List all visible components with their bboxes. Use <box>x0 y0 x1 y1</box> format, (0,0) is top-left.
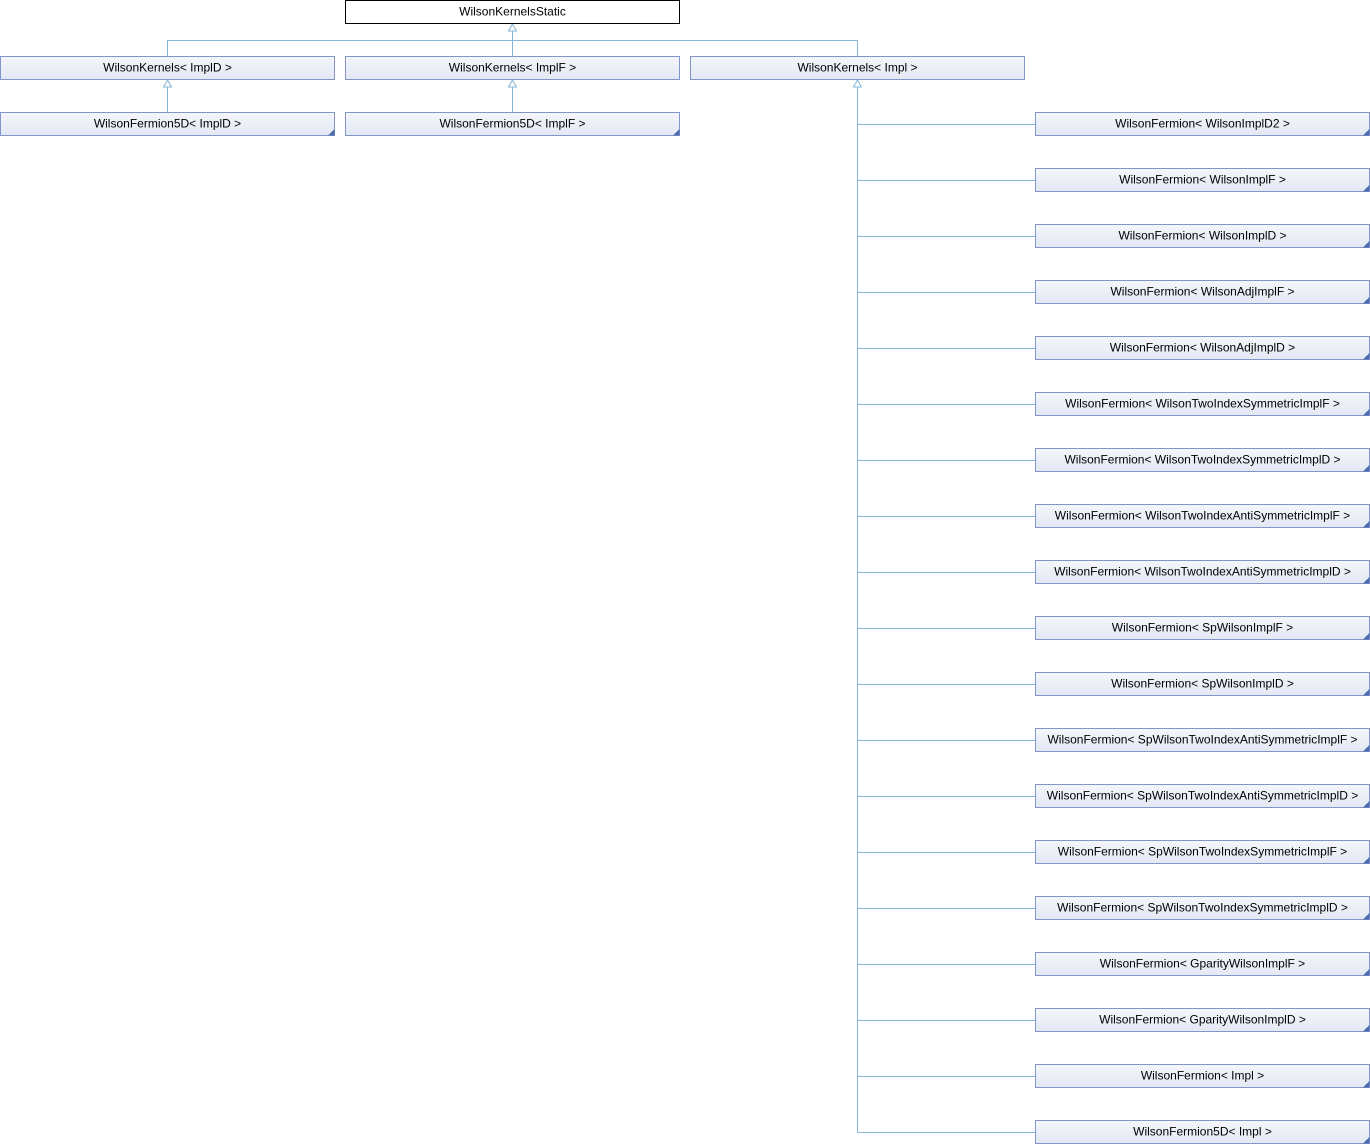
class-label[interactable]: WilsonFermion< WilsonImplD2 > <box>1115 117 1290 131</box>
class-label[interactable]: WilsonFermion< GparityWilsonImplD > <box>1099 1013 1306 1027</box>
arrow-head <box>852 78 863 88</box>
class-label[interactable]: WilsonFermion< SpWilsonImplF > <box>1112 621 1293 635</box>
class-box[interactable] <box>690 56 1025 80</box>
more-indicator <box>1363 185 1370 192</box>
more-indicator <box>1363 353 1370 360</box>
root-class-box <box>345 0 680 24</box>
class-label[interactable]: WilsonFermion< WilsonTwoIndexSymmetricIm… <box>1065 397 1340 411</box>
more-indicator <box>1363 633 1370 640</box>
class-box[interactable] <box>0 56 335 80</box>
more-indicator <box>1363 801 1370 808</box>
more-indicator <box>1363 577 1370 584</box>
more-indicator <box>1363 1137 1370 1144</box>
class-label[interactable]: WilsonFermion< WilsonAdjImplD > <box>1110 341 1295 355</box>
more-indicator <box>1363 857 1370 864</box>
class-label[interactable]: WilsonFermion< SpWilsonImplD > <box>1111 677 1294 691</box>
more-indicator <box>1363 913 1370 920</box>
class-label[interactable]: WilsonKernels< Impl > <box>797 61 917 75</box>
class-label[interactable]: WilsonFermion5D< ImplF > <box>439 117 585 131</box>
more-indicator <box>1363 297 1370 304</box>
class-label[interactable]: WilsonFermion< SpWilsonTwoIndexAntiSymme… <box>1047 733 1357 747</box>
class-label[interactable]: WilsonFermion< GparityWilsonImplF > <box>1100 957 1305 971</box>
class-label[interactable]: WilsonFermion< WilsonImplD > <box>1118 229 1286 243</box>
class-label: WilsonKernelsStatic <box>459 5 566 19</box>
arrow-head <box>162 78 173 88</box>
more-indicator <box>1363 409 1370 416</box>
class-box[interactable] <box>345 112 680 136</box>
class-label[interactable]: WilsonKernels< ImplD > <box>103 61 232 75</box>
class-label[interactable]: WilsonFermion< SpWilsonTwoIndexSymmetric… <box>1058 845 1347 859</box>
more-indicator <box>1363 689 1370 696</box>
class-box[interactable] <box>345 56 680 80</box>
more-indicator <box>1363 1081 1370 1088</box>
more-indicator <box>1363 241 1370 248</box>
more-indicator <box>1363 521 1370 528</box>
class-box[interactable] <box>0 112 335 136</box>
class-label[interactable]: WilsonFermion< WilsonTwoIndexAntiSymmetr… <box>1054 565 1351 579</box>
class-label[interactable]: WilsonFermion< WilsonImplF > <box>1119 173 1286 187</box>
class-label[interactable]: WilsonFermion5D< ImplD > <box>94 117 241 131</box>
more-indicator <box>1363 1025 1370 1032</box>
class-label[interactable]: WilsonKernels< ImplF > <box>449 61 576 75</box>
class-label[interactable]: WilsonFermion5D< Impl > <box>1133 1125 1272 1139</box>
class-label[interactable]: WilsonFermion< Impl > <box>1141 1069 1264 1083</box>
arrow-head <box>507 78 518 88</box>
more-indicator <box>1363 969 1370 976</box>
more-indicator <box>1363 465 1370 472</box>
class-label[interactable]: WilsonFermion< WilsonTwoIndexSymmetricIm… <box>1064 453 1340 467</box>
class-label[interactable]: WilsonFermion< WilsonTwoIndexAntiSymmetr… <box>1055 509 1350 523</box>
more-indicator <box>673 129 680 136</box>
class-label[interactable]: WilsonFermion< SpWilsonTwoIndexSymmetric… <box>1057 901 1348 915</box>
more-indicator <box>328 129 335 136</box>
more-indicator <box>1363 129 1370 136</box>
class-label[interactable]: WilsonFermion< SpWilsonTwoIndexAntiSymme… <box>1047 789 1358 803</box>
class-label[interactable]: WilsonFermion< WilsonAdjImplF > <box>1110 285 1294 299</box>
arrow-head <box>507 22 518 32</box>
more-indicator <box>1363 745 1370 752</box>
